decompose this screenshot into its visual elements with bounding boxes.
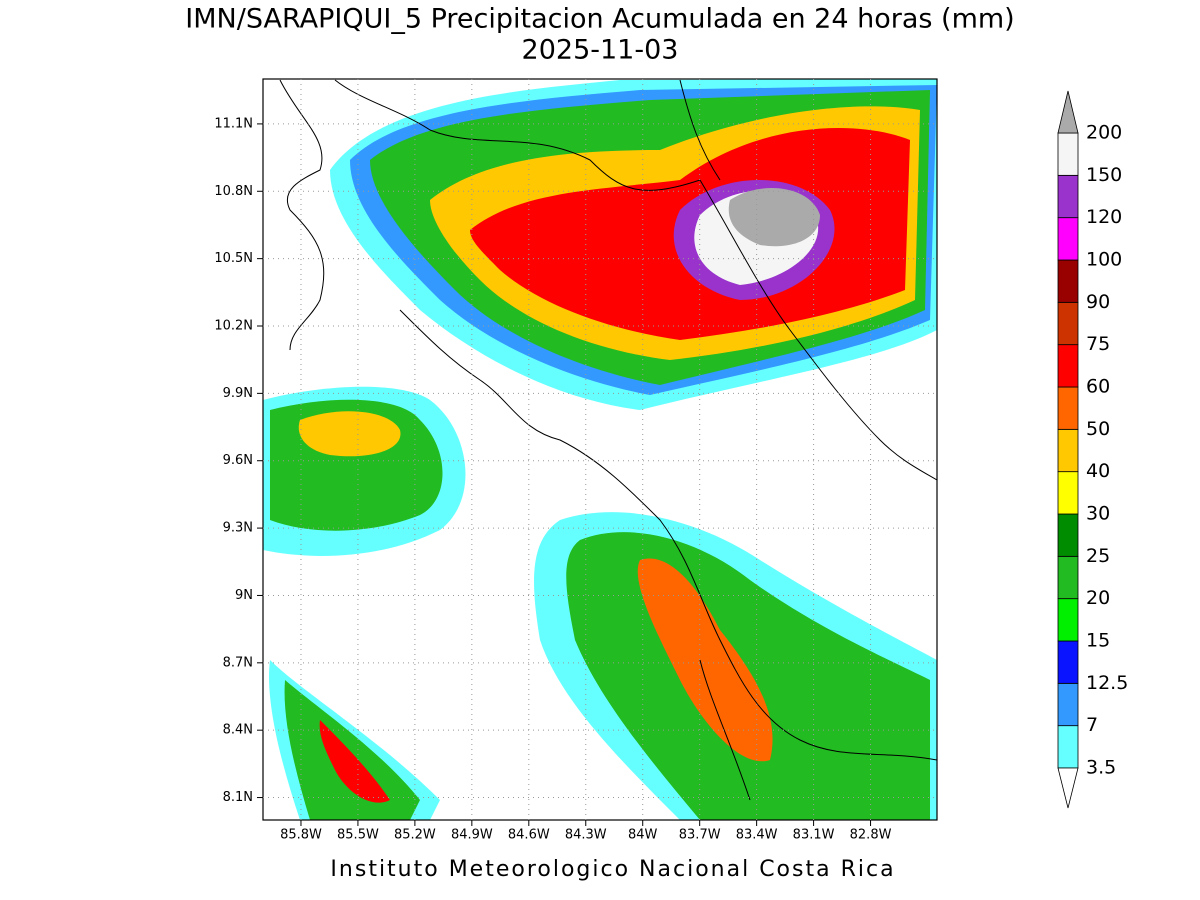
x-tick-label: 84.3W xyxy=(565,828,607,843)
colorbar-box xyxy=(1057,217,1079,261)
colorbar-label: 20 xyxy=(1086,587,1110,609)
x-tick-label: 83.4W xyxy=(736,828,778,843)
colorbar-box xyxy=(1057,174,1079,219)
colorbar-label: 12.5 xyxy=(1086,672,1128,694)
colorbar-over xyxy=(1057,90,1079,134)
y-tick-label: 9.9N xyxy=(223,386,253,401)
colorbar-box xyxy=(1057,555,1079,600)
footer: Instituto Meteorologico Nacional Costa R… xyxy=(330,857,895,882)
colorbar-label: 60 xyxy=(1086,376,1110,398)
colorbar-box xyxy=(1057,471,1079,515)
colorbar-label: 7 xyxy=(1086,714,1098,736)
colorbar-label: 25 xyxy=(1086,545,1110,567)
y-tick-label: 9N xyxy=(235,588,253,603)
y-tick-label: 9.3N xyxy=(223,521,253,536)
y-tick-label: 10.5N xyxy=(214,251,253,266)
colorbar-label: 40 xyxy=(1086,460,1110,482)
colorbar-label: 75 xyxy=(1086,333,1110,355)
subtitle: 2025-11-03 xyxy=(522,35,679,66)
y-tick-label: 8.7N xyxy=(223,655,253,670)
y-tick-label: 9.6N xyxy=(223,453,253,468)
colorbar-label: 15 xyxy=(1086,630,1110,652)
colorbar-label: 50 xyxy=(1086,418,1110,440)
y-tick-label: 8.4N xyxy=(223,723,253,738)
x-tick-label: 84.6W xyxy=(508,828,550,843)
x-tick-label: 85.2W xyxy=(394,828,436,843)
y-tick-label: 8.1N xyxy=(223,790,253,805)
x-tick-label: 83.1W xyxy=(793,828,835,843)
x-tick-label: 84.9W xyxy=(451,828,493,843)
colorbar-box xyxy=(1057,386,1079,430)
colorbar-under xyxy=(1057,767,1079,809)
colorbar-box xyxy=(1057,682,1079,727)
colorbar-box xyxy=(1057,513,1079,557)
precip-field xyxy=(263,79,937,820)
colorbar-box xyxy=(1057,301,1079,346)
colorbar-label: 150 xyxy=(1086,164,1122,186)
colorbar-box xyxy=(1057,598,1079,642)
colorbar-label: 200 xyxy=(1086,122,1122,144)
y-tick-label: 10.2N xyxy=(214,319,253,334)
title: IMN/SARAPIQUI_5 Precipitacion Acumulada … xyxy=(185,4,1014,35)
colorbar-label: 30 xyxy=(1086,503,1110,525)
y-tick-label: 11.1N xyxy=(214,116,253,131)
colorbar-box xyxy=(1057,344,1079,388)
colorbar-box xyxy=(1057,640,1079,684)
colorbar-box xyxy=(1057,725,1079,769)
x-tick-label: 84W xyxy=(628,828,658,843)
colorbar-box xyxy=(1057,132,1079,176)
map-frame xyxy=(262,78,938,821)
colorbar-label: 100 xyxy=(1086,249,1122,271)
colorbar-label: 90 xyxy=(1086,291,1110,313)
x-tick-label: 83.7W xyxy=(679,828,721,843)
y-tick-label: 10.8N xyxy=(214,184,253,199)
colorbar-box xyxy=(1057,428,1079,473)
x-tick-label: 82.8W xyxy=(850,828,892,843)
colorbar-label: 3.5 xyxy=(1086,757,1116,779)
x-tick-label: 85.8W xyxy=(280,828,322,843)
colorbar-label: 120 xyxy=(1086,206,1122,228)
colorbar-box xyxy=(1057,259,1079,303)
x-tick-label: 85.5W xyxy=(337,828,379,843)
coastlines xyxy=(279,79,937,801)
